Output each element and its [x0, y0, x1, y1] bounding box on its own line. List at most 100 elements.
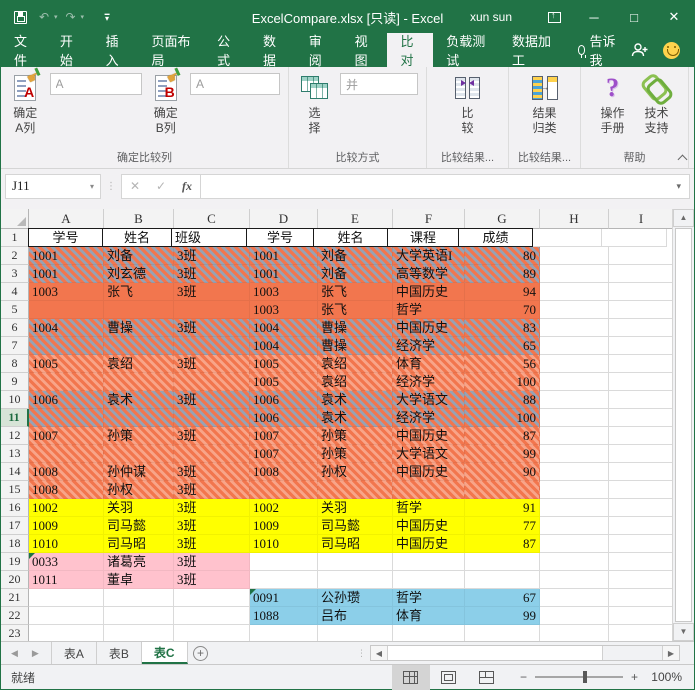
- insert-function-icon[interactable]: fx: [182, 178, 192, 193]
- cell-B15[interactable]: 孙权: [104, 481, 174, 499]
- cell-E3[interactable]: 刘备: [318, 265, 393, 283]
- cell-D19[interactable]: [250, 553, 318, 571]
- cell-A21[interactable]: [29, 589, 104, 607]
- cell-E10[interactable]: 袁术: [318, 391, 393, 409]
- cell-G17[interactable]: 77: [465, 517, 540, 535]
- horizontal-scrollbar[interactable]: ◀ ▶: [370, 645, 680, 661]
- cell-I1[interactable]: [602, 229, 667, 247]
- cell-E5[interactable]: 张飞: [318, 301, 393, 319]
- cell-A7[interactable]: [29, 337, 104, 355]
- share-person-icon[interactable]: [631, 42, 649, 58]
- row-header-15[interactable]: 15: [1, 481, 29, 499]
- cell-H5[interactable]: [540, 301, 609, 319]
- row-header-7[interactable]: 7: [1, 337, 29, 355]
- cell-E8[interactable]: 袁绍: [318, 355, 393, 373]
- cell-E7[interactable]: 曹操: [318, 337, 393, 355]
- manual-button[interactable]: ? 操作 手册: [591, 71, 635, 136]
- page-break-view-button[interactable]: [468, 665, 506, 690]
- ribbon-tab-7[interactable]: 审阅: [296, 33, 342, 68]
- compare-button[interactable]: 比较: [446, 71, 490, 136]
- confirm-column-a-button[interactable]: A ☛ 确定 A列: [5, 67, 46, 136]
- cell-E19[interactable]: [318, 553, 393, 571]
- cell-H3[interactable]: [540, 265, 609, 283]
- cell-D13[interactable]: 1007: [250, 445, 318, 463]
- cell-F5[interactable]: 哲学: [393, 301, 465, 319]
- row-header-6[interactable]: 6: [1, 319, 29, 337]
- cell-B9[interactable]: [104, 373, 174, 391]
- cell-C10[interactable]: 3班: [174, 391, 250, 409]
- cell-C5[interactable]: [174, 301, 250, 319]
- cell-H6[interactable]: [540, 319, 609, 337]
- collapse-ribbon-icon[interactable]: [678, 154, 686, 162]
- ribbon-tab-2[interactable]: 开始: [47, 33, 93, 68]
- column-header-I[interactable]: I: [609, 209, 672, 229]
- cell-H21[interactable]: [540, 589, 609, 607]
- column-b-input[interactable]: [190, 73, 280, 95]
- ribbon-tab-4[interactable]: 页面布局: [138, 33, 204, 68]
- name-box-dropdown-icon[interactable]: ▾: [89, 181, 94, 191]
- column-header-F[interactable]: F: [393, 209, 465, 229]
- cell-I23[interactable]: [609, 625, 672, 641]
- cell-H15[interactable]: [540, 481, 609, 499]
- ribbon-tab-1[interactable]: 文件: [1, 33, 47, 68]
- cell-B7[interactable]: [104, 337, 174, 355]
- cell-G1[interactable]: 成绩: [458, 228, 533, 247]
- cell-D11[interactable]: 1006: [250, 409, 318, 427]
- cell-A17[interactable]: 1009: [29, 517, 104, 535]
- cell-H17[interactable]: [540, 517, 609, 535]
- prev-sheet-icon[interactable]: ◀: [11, 647, 18, 658]
- user-name[interactable]: xun sun: [469, 10, 512, 24]
- cell-I3[interactable]: [609, 265, 672, 283]
- cell-B21[interactable]: [104, 589, 174, 607]
- support-button[interactable]: 技术 支持: [635, 71, 679, 136]
- cell-H19[interactable]: [540, 553, 609, 571]
- cell-D12[interactable]: 1007: [250, 427, 318, 445]
- cell-G23[interactable]: [465, 625, 540, 641]
- row-header-5[interactable]: 5: [1, 301, 29, 319]
- cell-A23[interactable]: [29, 625, 104, 641]
- cell-E14[interactable]: 孙权: [318, 463, 393, 481]
- cell-I18[interactable]: [609, 535, 672, 553]
- new-sheet-button[interactable]: +: [188, 642, 214, 664]
- row-header-17[interactable]: 17: [1, 517, 29, 535]
- cell-I13[interactable]: [609, 445, 672, 463]
- cell-H20[interactable]: [540, 571, 609, 589]
- cell-F21[interactable]: 哲学: [393, 589, 465, 607]
- cell-C18[interactable]: 3班: [174, 535, 250, 553]
- cell-D7[interactable]: 1004: [250, 337, 318, 355]
- cell-D17[interactable]: 1009: [250, 517, 318, 535]
- cell-F7[interactable]: 经济学: [393, 337, 465, 355]
- redo-button[interactable]: ↷: [65, 10, 76, 24]
- cell-G21[interactable]: 67: [465, 589, 540, 607]
- row-header-23[interactable]: 23: [1, 625, 29, 641]
- cell-D18[interactable]: 1010: [250, 535, 318, 553]
- ribbon-tab-3[interactable]: 插入: [93, 33, 139, 68]
- cell-H18[interactable]: [540, 535, 609, 553]
- cell-B22[interactable]: [104, 607, 174, 625]
- cell-A1[interactable]: 学号: [28, 228, 103, 247]
- cell-A19[interactable]: 0033: [29, 553, 104, 571]
- zoom-out-icon[interactable]: −: [519, 670, 527, 684]
- row-header-2[interactable]: 2: [1, 247, 29, 265]
- compare-mode-input[interactable]: [340, 73, 418, 95]
- cell-F1[interactable]: 课程: [387, 228, 459, 247]
- save-button[interactable]: [9, 6, 31, 28]
- cell-G22[interactable]: 99: [465, 607, 540, 625]
- cell-C19[interactable]: 3班: [174, 553, 250, 571]
- row-header-16[interactable]: 16: [1, 499, 29, 517]
- cell-G13[interactable]: 99: [465, 445, 540, 463]
- cell-B3[interactable]: 刘玄德: [104, 265, 174, 283]
- cell-F13[interactable]: 大学语文: [393, 445, 465, 463]
- cell-E17[interactable]: 司马懿: [318, 517, 393, 535]
- cell-I15[interactable]: [609, 481, 672, 499]
- cell-G20[interactable]: [465, 571, 540, 589]
- sheet-tab-表C[interactable]: 表C: [141, 642, 188, 664]
- cell-D15[interactable]: [250, 481, 318, 499]
- ribbon-tab-11[interactable]: 数据加工: [499, 33, 565, 68]
- cell-A14[interactable]: 1008: [29, 463, 104, 481]
- cell-A3[interactable]: 1001: [29, 265, 104, 283]
- column-header-H[interactable]: H: [540, 209, 609, 229]
- cell-C7[interactable]: [174, 337, 250, 355]
- row-header-19[interactable]: 19: [1, 553, 29, 571]
